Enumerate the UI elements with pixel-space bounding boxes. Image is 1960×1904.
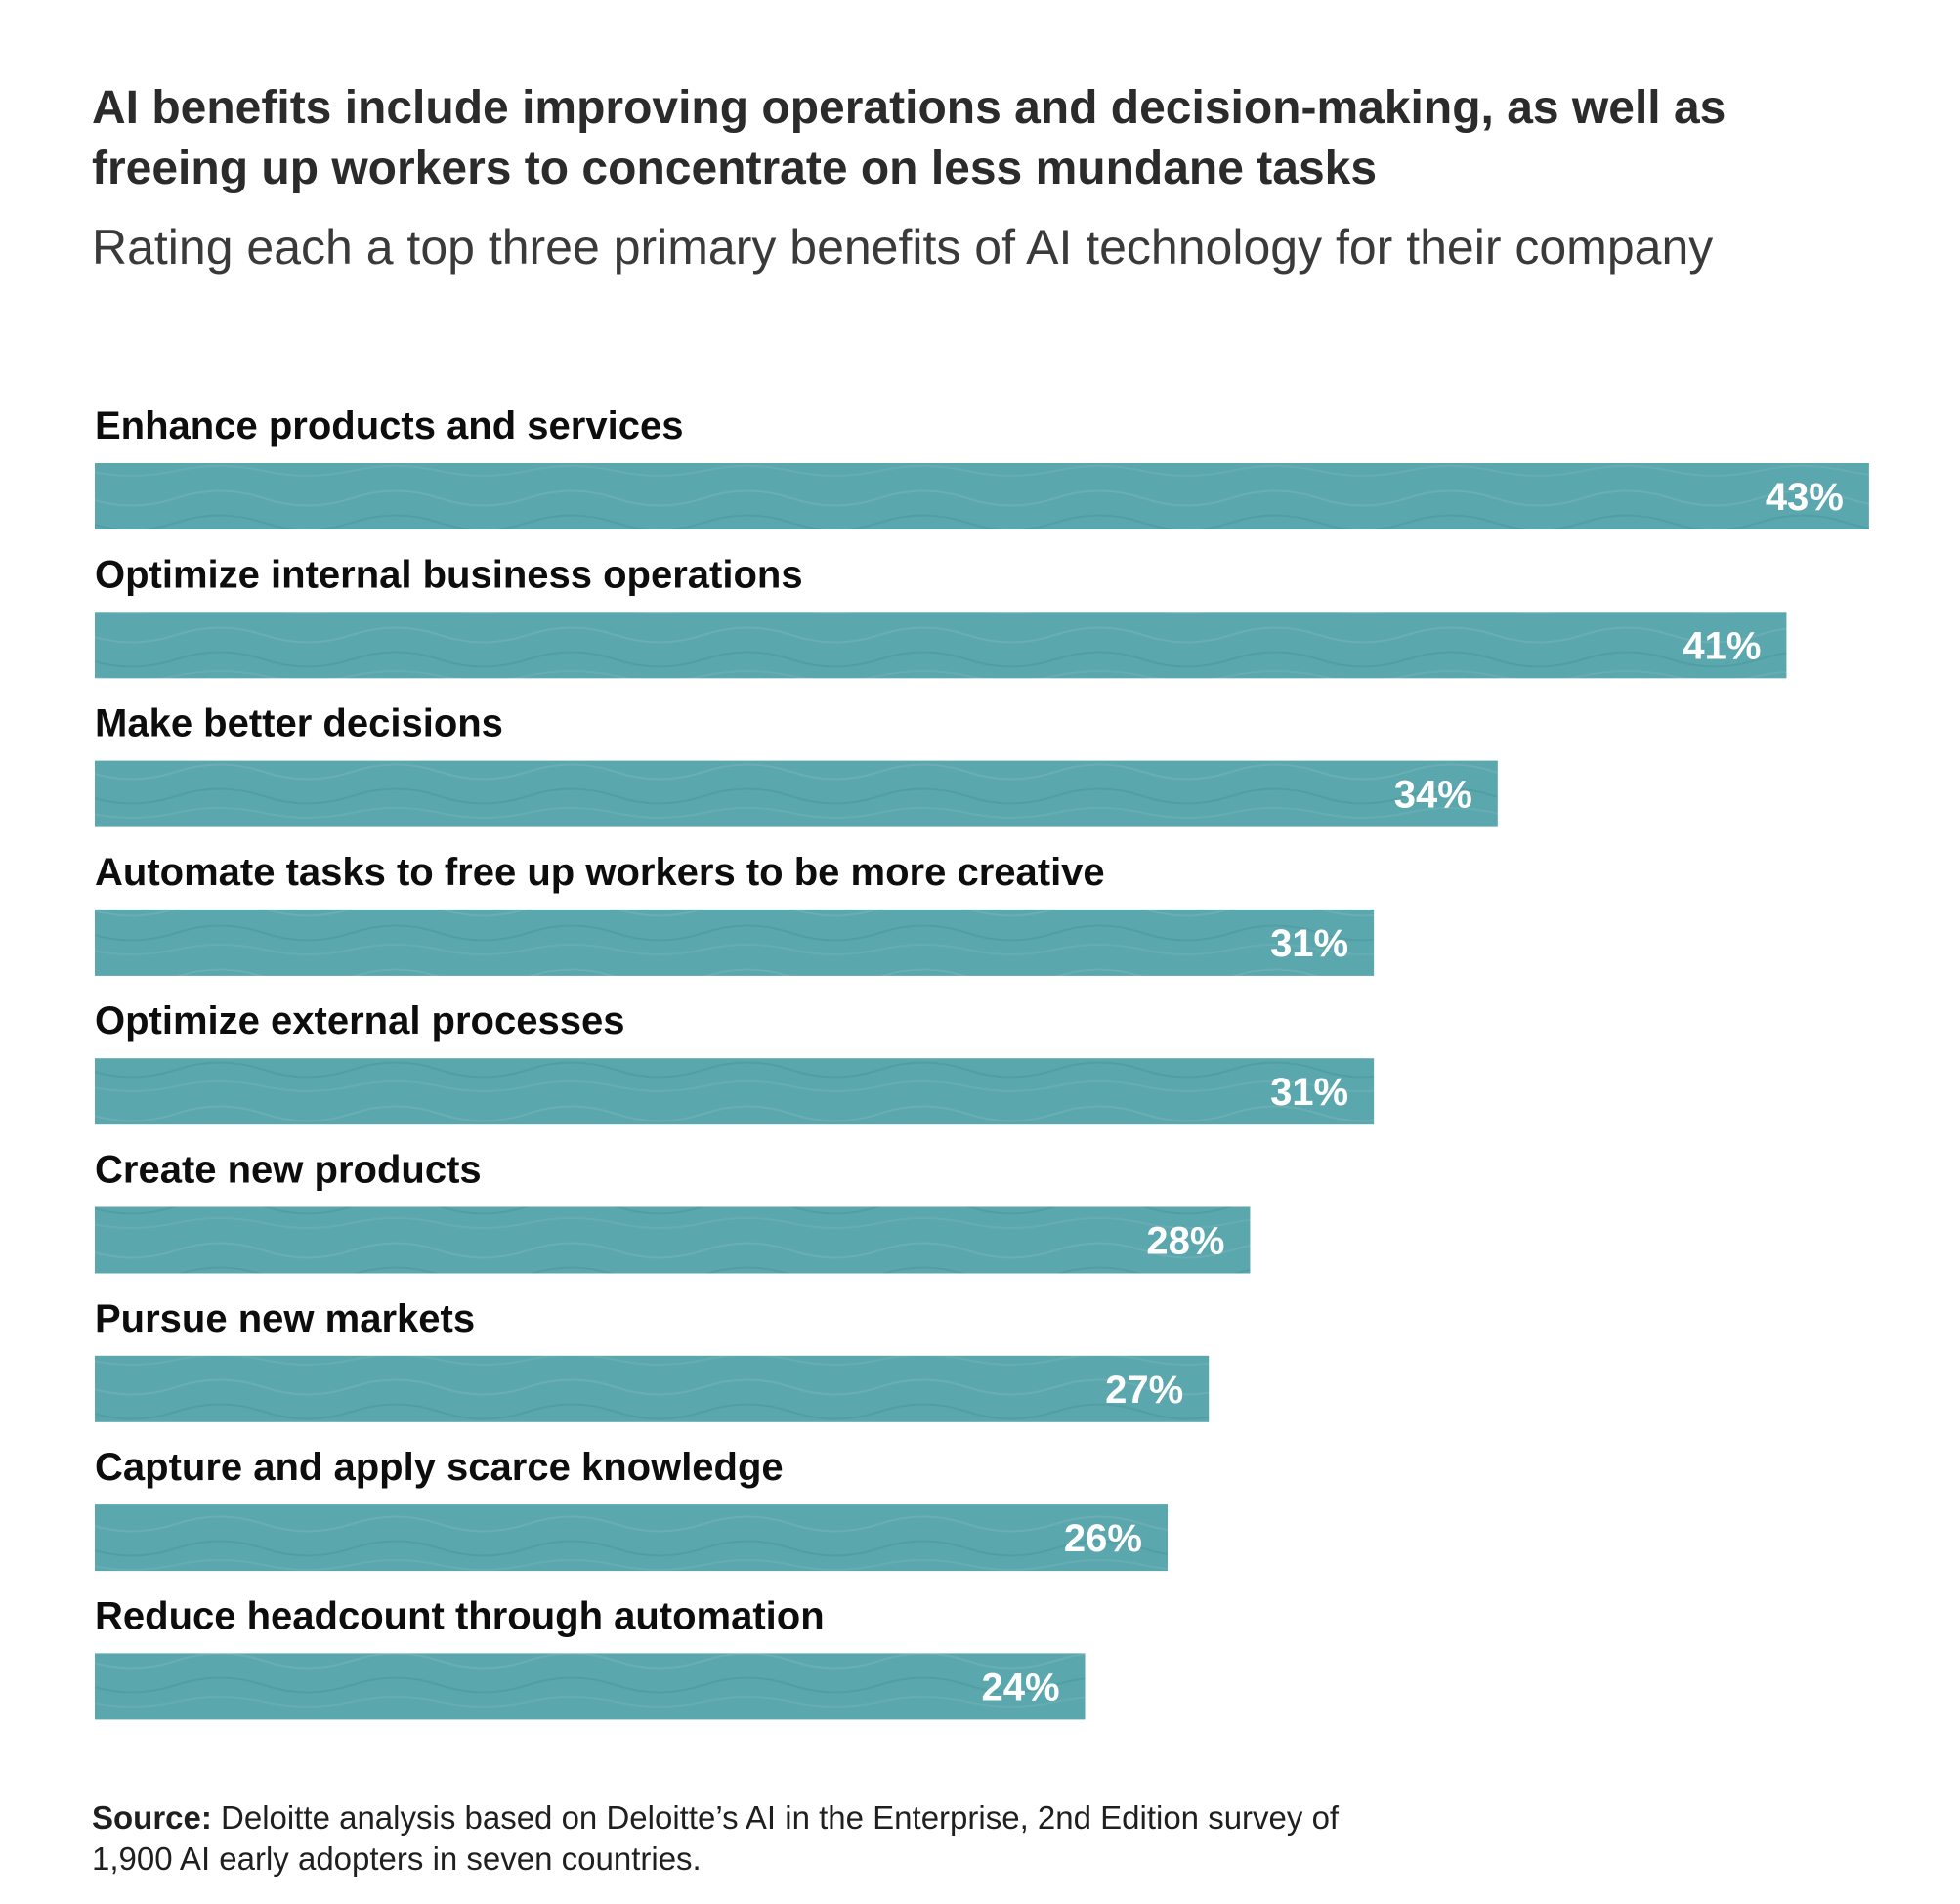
bar-category-label: Optimize external processes [95,999,624,1042]
bar-value-label: 43% [1766,476,1844,519]
bar-category-label: Automate tasks to free up workers to be … [95,851,1105,894]
source-text: Deloitte analysis based on Deloitte’s AI… [92,1799,1340,1877]
bar-category-label: Make better decisions [95,702,503,745]
bar-value-label: 26% [1064,1517,1142,1560]
bar [95,760,1498,827]
bar-value-label: 41% [1683,624,1761,667]
chart-subtitle: Rating each a top three primary benefits… [92,220,1714,275]
bar-category-label: Create new products [95,1149,482,1192]
source-note: Source: Deloitte analysis based on Deloi… [92,1798,1362,1880]
source-label: Source: [92,1799,212,1836]
bar-category-label: Pursue new markets [95,1297,475,1340]
bar [95,1653,1086,1720]
bar-value-label: 24% [981,1666,1059,1709]
bar-category-label: Optimize internal business operations [95,553,803,596]
bar-value-label: 34% [1394,774,1472,817]
bar [95,463,1869,529]
bar [95,1206,1251,1274]
bar-value-label: 28% [1146,1220,1224,1263]
chart-title: AI benefits include improving operations… [92,82,1726,194]
bar [95,1504,1168,1572]
bar-value-label: 27% [1105,1369,1183,1412]
bars-group: Enhance products and services 43% Optimize… [95,404,1869,1720]
bar [95,909,1375,976]
bar-category-label: Reduce headcount through automation [95,1594,825,1637]
bar-category-label: Capture and apply scarce knowledge [95,1446,784,1489]
bar [95,612,1787,679]
bar [95,1355,1210,1422]
bar-category-label: Enhance products and services [95,404,683,447]
bar [95,1058,1375,1125]
bar-value-label: 31% [1270,922,1348,965]
bar-value-label: 31% [1270,1071,1348,1114]
